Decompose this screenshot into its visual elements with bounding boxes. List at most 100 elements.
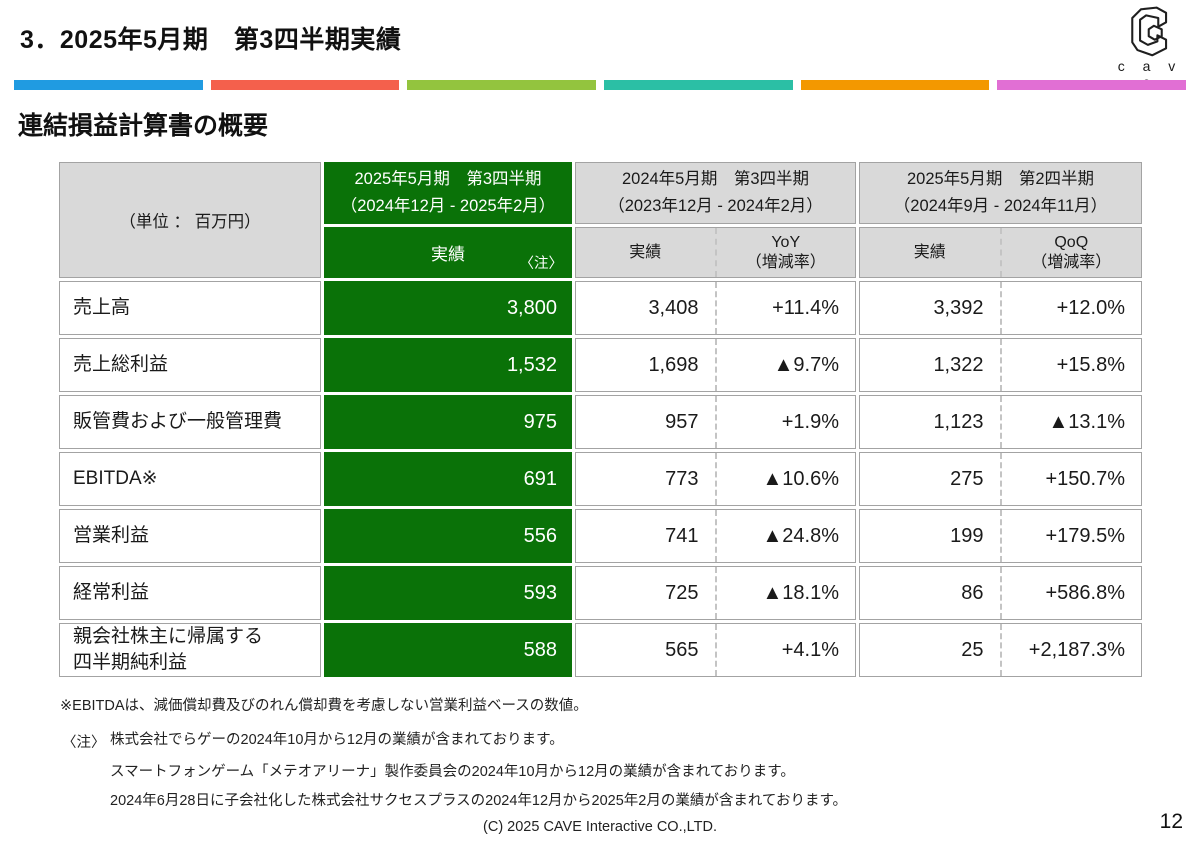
cell-operating-profit-fy24q3: 741 xyxy=(665,524,699,547)
divider-segment-blue xyxy=(14,80,203,90)
cell-sga-fy25q3: 975 xyxy=(324,395,572,449)
divider-segment-red xyxy=(210,80,400,90)
subheader-fy24q3-actual: 実績 xyxy=(629,243,662,261)
cell-ebitda-qoq: +150.7% xyxy=(999,453,1142,505)
cell-ebitda-fy24q3: 773 xyxy=(665,467,699,490)
cell-ebitda-fy25q2-group: 275 +150.7% xyxy=(859,452,1142,506)
col-header-fy24q3-range: （2023年12月 - 2024年2月） xyxy=(608,197,823,215)
cave-logo: c a v e xyxy=(1108,5,1186,90)
note-row: 〈注〉 株式会社でらゲーの2024年10月から12月の業績が含まれております。 xyxy=(62,731,847,752)
cell-net-sales-fy25q2: 3,392 xyxy=(933,296,984,319)
cell-ebitda-fy25q2: 275 xyxy=(950,467,984,490)
row-label-ordinary-profit: 経常利益 xyxy=(59,566,321,620)
copyright-text: (C) 2025 CAVE Interactive CO.,LTD. xyxy=(483,819,717,835)
note-label-spacer xyxy=(62,792,110,811)
subheader-fy24q3: 実績 YoY （増減率） xyxy=(575,227,856,278)
col-header-fy24q3: 2024年5月期 第3四半期 （2023年12月 - 2024年2月） xyxy=(575,162,856,224)
cave-logo-icon xyxy=(1131,6,1168,57)
subheader-yoy: YoY （増減率） xyxy=(714,228,856,277)
note-row: 2024年6月28日に子会社化した株式会社サクセスプラスの2024年12月から2… xyxy=(62,792,847,811)
footnote-ebitda: ※EBITDAは、減価償却費及びのれん償却費を考慮しない営業利益ベースの数値。 xyxy=(60,698,588,714)
col-header-fy25q2: 2025年5月期 第2四半期 （2024年9月 - 2024年11月） xyxy=(859,162,1142,224)
divider-segment-orange xyxy=(800,80,990,90)
subheader-qoq: QoQ （増減率） xyxy=(999,228,1142,277)
subheader-fy25q2-actual: 実績 xyxy=(913,243,946,261)
section-heading: 連結損益計算書の概要 xyxy=(18,112,269,140)
cell-net-income-fy25q3: 588 xyxy=(324,623,572,677)
cell-operating-profit-fy24q3-group: 741 ▲24.8% xyxy=(575,509,856,563)
col-header-fy25q3-period: 2025年5月期 第3四半期 xyxy=(354,169,542,188)
cell-net-sales-yoy: +11.4% xyxy=(714,282,856,334)
cell-net-sales-fy24q3: 3,408 xyxy=(648,296,699,319)
note-line-2: スマートフォンゲーム「メテオアリーナ」製作委員会の2024年10月から12月の業… xyxy=(110,763,795,780)
subheader-note-mark: 〈注〉 xyxy=(519,256,564,272)
note-row: スマートフォンゲーム「メテオアリーナ」製作委員会の2024年10月から12月の業… xyxy=(62,763,847,782)
cell-sga-fy25q2: 1,123 xyxy=(933,410,984,433)
cell-operating-profit-fy25q3: 556 xyxy=(324,509,572,563)
cell-net-sales-fy25q3: 3,800 xyxy=(324,281,572,335)
cell-ebitda-fy24q3-group: 773 ▲10.6% xyxy=(575,452,856,506)
cell-operating-profit-qoq: +179.5% xyxy=(999,510,1142,562)
row-label-gross-profit: 売上総利益 xyxy=(59,338,321,392)
footnote-notes: 〈注〉 株式会社でらゲーの2024年10月から12月の業績が含まれております。 … xyxy=(62,731,847,821)
cell-ebitda-fy25q3: 691 xyxy=(324,452,572,506)
cell-gross-profit-fy24q3: 1,698 xyxy=(648,353,699,376)
subheader-fy25q2: 実績 QoQ （増減率） xyxy=(859,227,1142,278)
col-header-fy25q3: 2025年5月期 第3四半期 （2024年12月 - 2025年2月） xyxy=(324,162,572,224)
subheader-fy25q3-actual-label: 実績 xyxy=(431,245,465,264)
cell-net-sales-qoq: +12.0% xyxy=(999,282,1142,334)
row-label-operating-profit: 営業利益 xyxy=(59,509,321,563)
unit-label-cell: （単位 ： 百万円） xyxy=(59,162,321,278)
cell-net-sales-fy25q2-group: 3,392 +12.0% xyxy=(859,281,1142,335)
cell-ebitda-yoy: ▲10.6% xyxy=(714,453,856,505)
cell-net-income-qoq: +2,187.3% xyxy=(999,624,1142,676)
cell-ordinary-profit-fy25q2: 86 xyxy=(961,581,984,604)
cell-gross-profit-qoq: +15.8% xyxy=(999,339,1142,391)
cell-gross-profit-yoy: ▲9.7% xyxy=(714,339,856,391)
note-line-3: 2024年6月28日に子会社化した株式会社サクセスプラスの2024年12月から2… xyxy=(110,792,848,809)
col-header-fy25q3-range: （2024年12月 - 2025年2月） xyxy=(340,197,556,215)
cell-sga-fy24q3: 957 xyxy=(665,410,699,433)
cell-net-income-fy25q2-group: 25 +2,187.3% xyxy=(859,623,1142,677)
col-header-fy24q3-period: 2024年5月期 第3四半期 xyxy=(621,169,810,188)
cell-operating-profit-yoy: ▲24.8% xyxy=(714,510,856,562)
row-label-sga: 販管費および一般管理費 xyxy=(59,395,321,449)
cell-ordinary-profit-fy25q2-group: 86 +586.8% xyxy=(859,566,1142,620)
col-header-fy25q2-range: （2024年9月 - 2024年11月） xyxy=(893,197,1108,215)
cell-net-sales-fy24q3-group: 3,408 +11.4% xyxy=(575,281,856,335)
cell-net-income-fy24q3-group: 565 +4.1% xyxy=(575,623,856,677)
note-label: 〈注〉 xyxy=(62,735,106,751)
divider-segment-teal xyxy=(604,80,793,90)
note-line-1: 株式会社でらゲーの2024年10月から12月の業績が含まれております。 xyxy=(110,732,564,748)
page-title: 3．2025年5月期 第3四半期実績 xyxy=(20,26,402,54)
row-label-net-income: 親会社株主に帰属する 四半期純利益 xyxy=(59,623,321,677)
divider-segment-green xyxy=(407,80,597,90)
cell-sga-qoq: ▲13.1% xyxy=(999,396,1142,448)
cell-gross-profit-fy25q2-group: 1,322 +15.8% xyxy=(859,338,1142,392)
cell-ordinary-profit-qoq: +586.8% xyxy=(999,567,1142,619)
cell-gross-profit-fy25q2: 1,322 xyxy=(933,353,984,376)
cell-operating-profit-fy25q2-group: 199 +179.5% xyxy=(859,509,1142,563)
cell-net-income-fy25q2: 25 xyxy=(961,638,984,661)
subheader-fy25q3-actual: 実績 〈注〉 xyxy=(324,227,572,278)
cell-sga-fy24q3-group: 957 +1.9% xyxy=(575,395,856,449)
cell-ordinary-profit-fy24q3: 725 xyxy=(665,581,699,604)
cell-net-income-fy24q3: 565 xyxy=(665,638,699,661)
cell-sga-fy25q2-group: 1,123 ▲13.1% xyxy=(859,395,1142,449)
page-number: 12 xyxy=(1159,810,1183,833)
cell-ordinary-profit-fy24q3-group: 725 ▲18.1% xyxy=(575,566,856,620)
col-header-fy25q2-period: 2025年5月期 第2四半期 xyxy=(906,169,1095,188)
cell-gross-profit-fy24q3-group: 1,698 ▲9.7% xyxy=(575,338,856,392)
cell-net-income-yoy: +4.1% xyxy=(714,624,856,676)
income-statement-table: （単位 ： 百万円） 2025年5月期 第3四半期 （2024年12月 - 20… xyxy=(59,162,1142,677)
cell-operating-profit-fy25q2: 199 xyxy=(950,524,984,547)
rainbow-divider xyxy=(14,80,1187,90)
cell-gross-profit-fy25q3: 1,532 xyxy=(324,338,572,392)
cell-ordinary-profit-yoy: ▲18.1% xyxy=(714,567,856,619)
note-label-spacer xyxy=(62,763,110,782)
cell-sga-yoy: +1.9% xyxy=(714,396,856,448)
cell-ordinary-profit-fy25q3: 593 xyxy=(324,566,572,620)
row-label-ebitda: EBITDA※ xyxy=(59,452,321,506)
divider-segment-pink xyxy=(997,80,1187,90)
